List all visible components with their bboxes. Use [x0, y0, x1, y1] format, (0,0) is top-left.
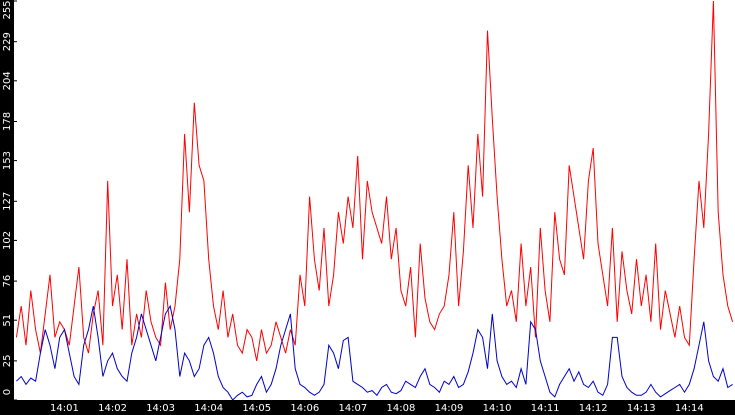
- y-tick-label: 178: [2, 112, 13, 131]
- y-tick-label: 25: [2, 355, 13, 368]
- y-tick-label: 102: [2, 231, 13, 250]
- x-tick-label: 14:01: [50, 403, 79, 414]
- y-tick-label: 204: [2, 71, 13, 90]
- x-tick-label: 14:07: [338, 403, 367, 414]
- x-tick-label: 14:12: [579, 403, 608, 414]
- x-tick-label: 14:10: [483, 403, 512, 414]
- x-tick-label: 14:05: [242, 403, 271, 414]
- y-tick-label: 229: [2, 32, 13, 51]
- x-tick-label: 14:11: [531, 403, 560, 414]
- series-line: [15, 0, 734, 362]
- x-tick-label: 14:04: [194, 403, 223, 414]
- y-tick-label: 255: [2, 0, 13, 19]
- y-axis-strip: [0, 0, 14, 415]
- x-tick-label: 14:08: [387, 403, 416, 414]
- x-tick-label: 14:13: [627, 403, 656, 414]
- y-tick-label: 51: [2, 314, 13, 327]
- y-tick-label: 0: [2, 389, 13, 395]
- y-tick-label: 76: [2, 275, 13, 288]
- x-tick-label: 14:03: [146, 403, 175, 414]
- x-tick-label: 14:06: [290, 403, 319, 414]
- x-tick-label: 14:09: [435, 403, 464, 414]
- series-line: [16, 304, 733, 401]
- x-axis-strip: [0, 400, 735, 415]
- y-tick-label: 127: [2, 192, 13, 211]
- x-tick-label: 14:14: [675, 403, 704, 414]
- y-tick-label: 153: [2, 151, 13, 170]
- x-tick-label: 14:02: [98, 403, 127, 414]
